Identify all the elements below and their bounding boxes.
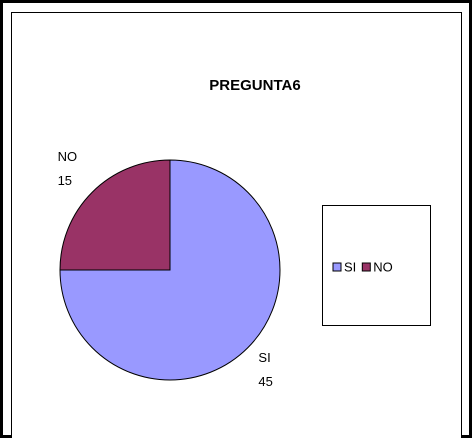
legend-swatch [361, 262, 371, 272]
pie-slice [59, 159, 171, 271]
slice-category-label: SI [258, 350, 270, 365]
legend-label: NO [373, 259, 393, 274]
slice-category-label: NO [58, 149, 78, 164]
slice-value-label: 15 [58, 173, 72, 188]
legend-swatch [332, 262, 342, 272]
slice-value-label: 45 [258, 374, 272, 389]
legend-label: SI [344, 259, 356, 274]
chart-title: PREGUNTA6 [209, 77, 300, 94]
